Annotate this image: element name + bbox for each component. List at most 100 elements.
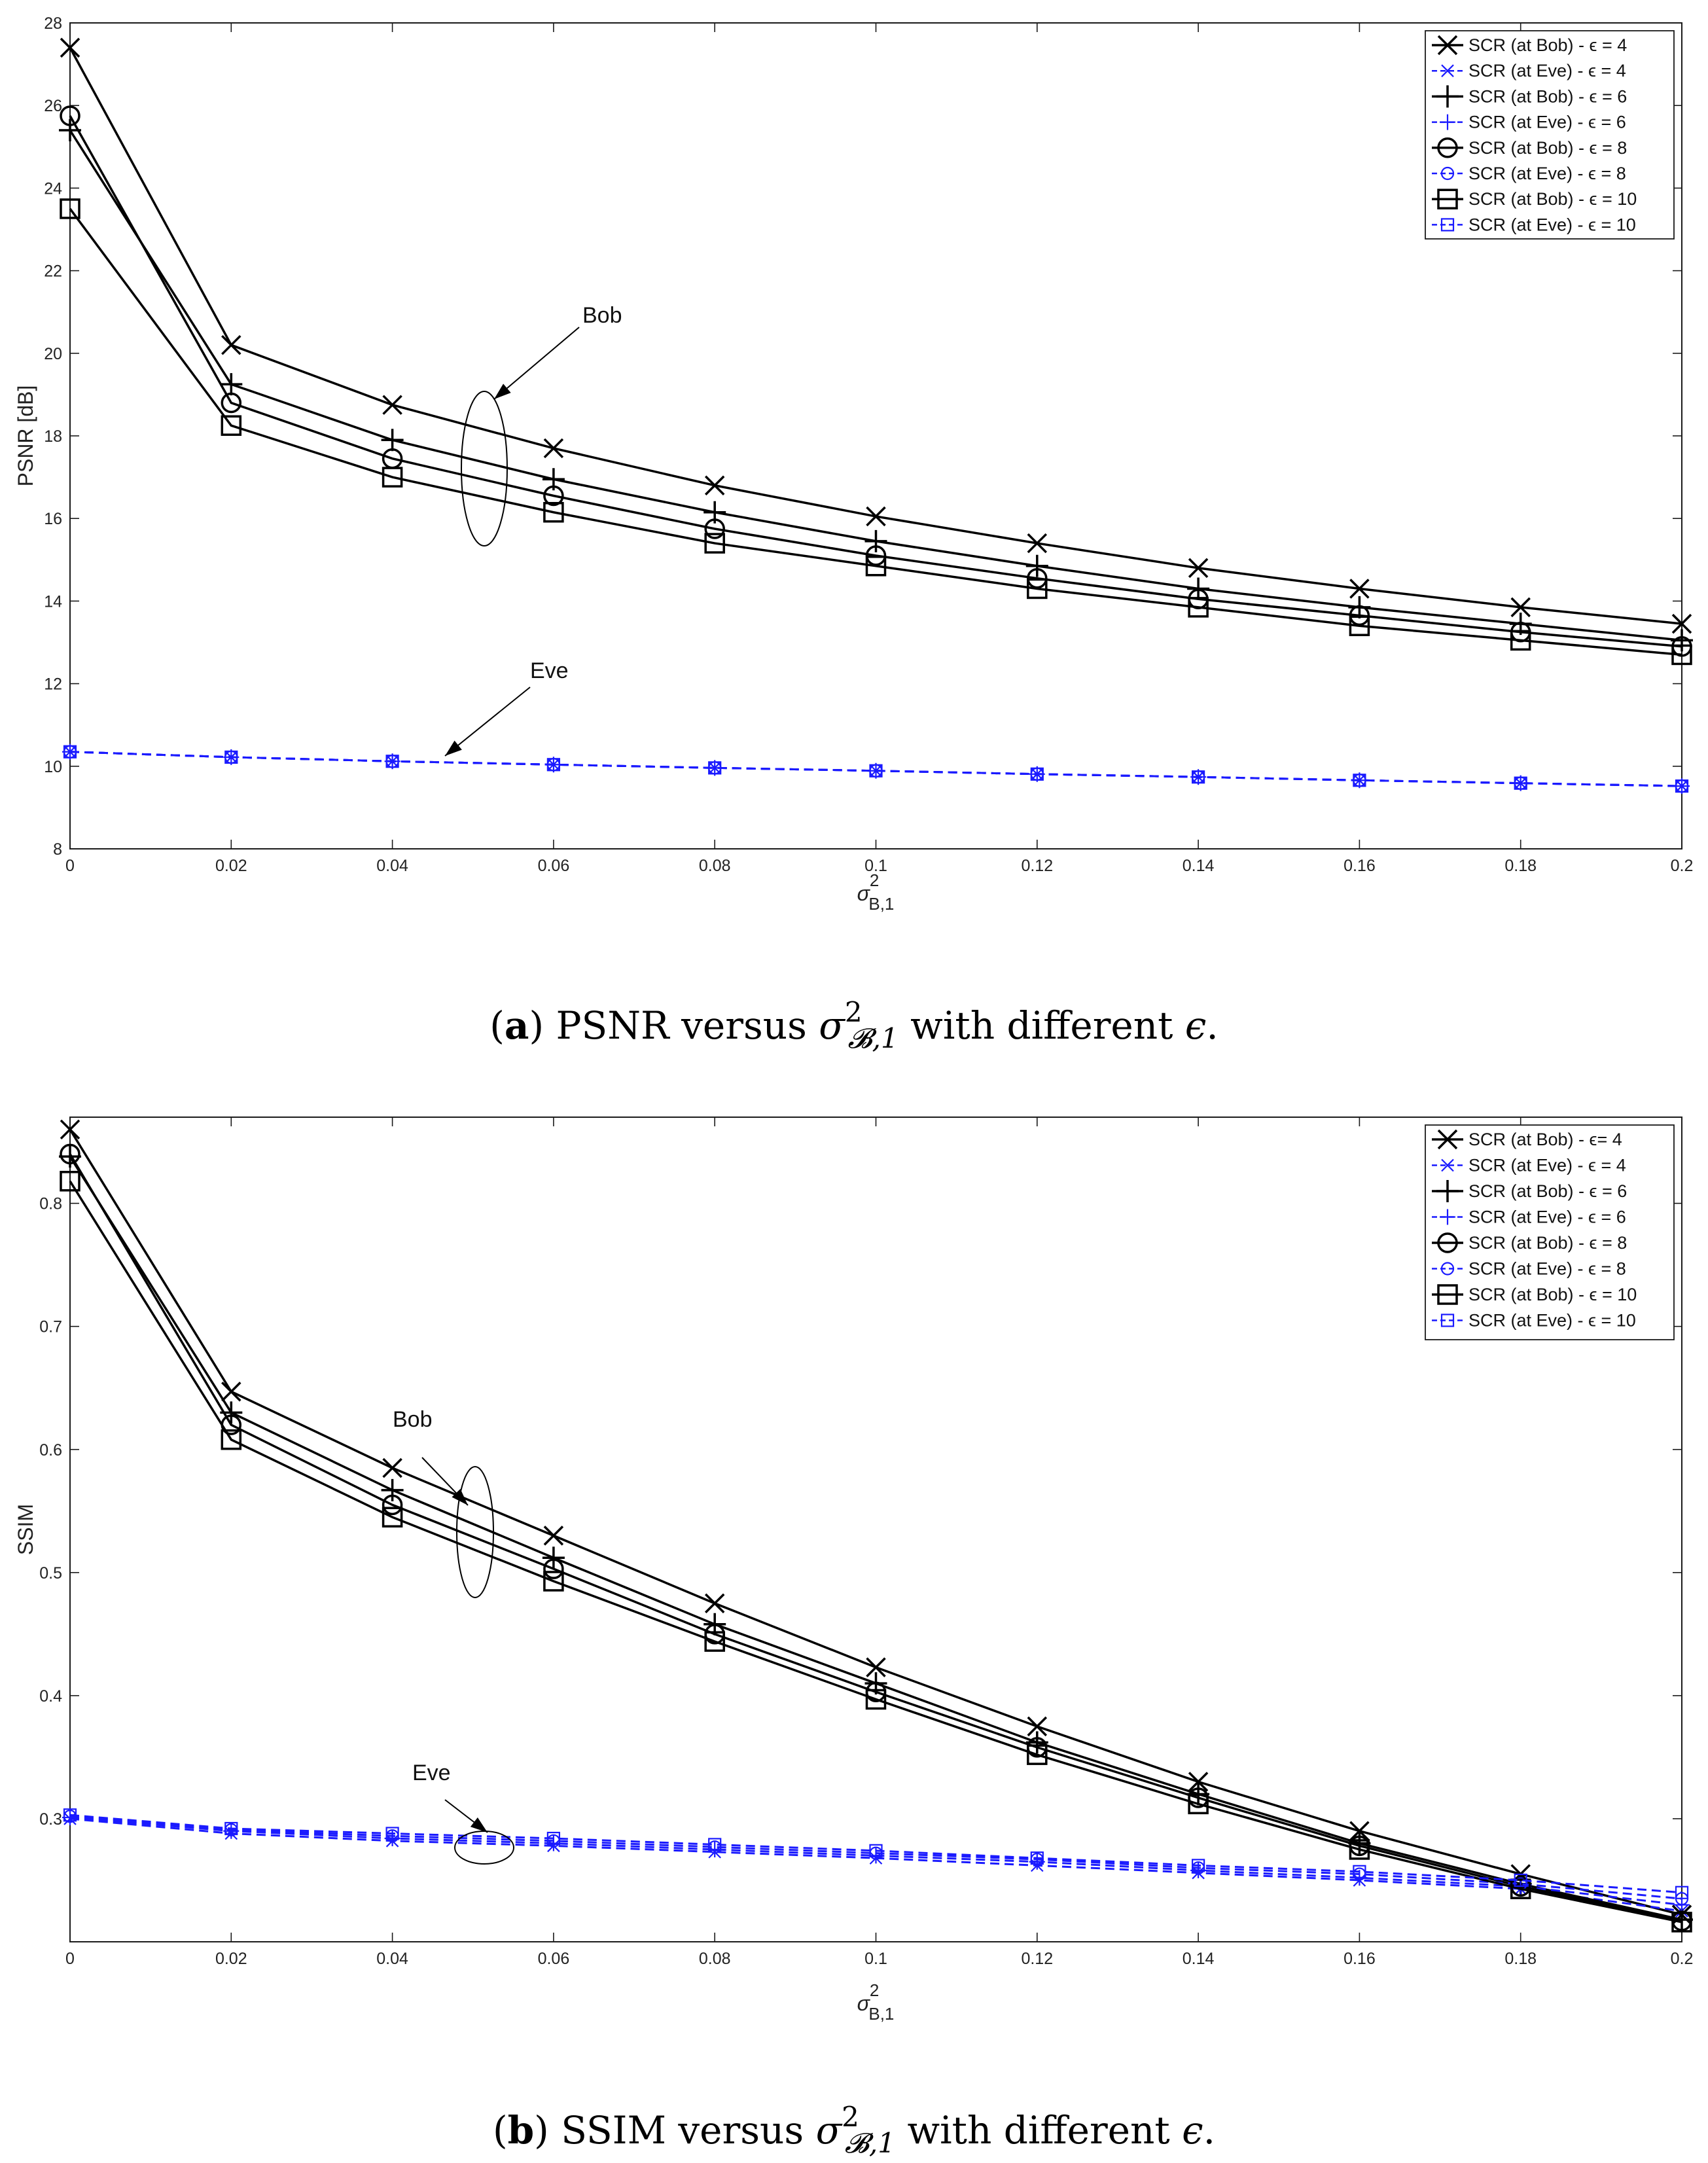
data-point: [1030, 1851, 1044, 1865]
legend-marker: [1437, 137, 1458, 158]
data-point: [704, 475, 725, 495]
data-point: [221, 334, 241, 355]
x-tick-label: 0.16: [1343, 1950, 1376, 1968]
y-axis-label: SSIM: [14, 1504, 37, 1555]
legend-entry: SCR (at Bob) - ϵ = 6: [1468, 86, 1627, 106]
y-axis-label: PSNR [dB]: [14, 385, 37, 487]
legend-entry: SCR (at Eve) - ϵ = 8: [1468, 164, 1626, 183]
data-point: [1188, 558, 1209, 579]
x-tick-label: 0.02: [215, 1950, 247, 1968]
data-point: [1187, 577, 1210, 600]
legend-entry: SCR (at Bob) - ϵ = 8: [1468, 138, 1627, 158]
y-tick-label: 0.3: [39, 1810, 62, 1829]
x-tick-label: 0.08: [699, 857, 731, 875]
x-tick-label: 0.06: [538, 1950, 570, 1968]
legend-marker: [1440, 1209, 1455, 1225]
legend-marker: [1437, 1129, 1458, 1150]
series-line: [69, 1153, 1682, 1922]
bob-annotation: Bob: [393, 1407, 433, 1432]
data-point: [866, 1657, 886, 1677]
legend-marker: [1437, 188, 1458, 209]
legend-entry: SCR (at Eve) - ϵ = 6: [1468, 1207, 1626, 1227]
series-line: [69, 1815, 1682, 1900]
y-tick-label: 24: [44, 179, 62, 198]
data-point: [221, 392, 242, 414]
x-tick-label: 0.12: [1021, 857, 1053, 875]
data-point: [221, 415, 242, 436]
legend-box: [1425, 1124, 1675, 1340]
bob-arrow-head: [494, 384, 511, 399]
legend: SCR (at Bob) - ϵ = 4 SCR (at Eve) - ϵ = 4…: [1425, 30, 1675, 240]
data-point: [1514, 1873, 1527, 1887]
series-7: [60, 1171, 1692, 1933]
data-point: [385, 1827, 399, 1840]
data-point: [1027, 578, 1048, 599]
legend-marker: [1440, 166, 1455, 181]
data-point: [221, 1382, 241, 1402]
series-8: [63, 1808, 1689, 1899]
legend-marker: [1436, 85, 1459, 108]
legend-marker: [1436, 1180, 1459, 1202]
data-point: [60, 198, 80, 219]
data-point: [543, 1558, 564, 1579]
x-tick-label: 0: [65, 1950, 75, 1968]
x-tick-label: 0.1: [864, 857, 887, 875]
y-tick-label: 28: [44, 14, 62, 33]
data-point: [224, 1821, 238, 1836]
x-tick-label: 0.14: [1183, 857, 1215, 875]
data-point: [63, 745, 77, 759]
series-line: [69, 1814, 1682, 1894]
legend-entry: SCR (at Eve) - ϵ = 6: [1468, 113, 1626, 132]
data-point: [381, 429, 404, 452]
data-point: [220, 373, 243, 396]
series-line: [69, 207, 1682, 656]
data-point: [704, 518, 725, 539]
legend-entry: SCR (at Eve) - ϵ = 8: [1468, 1259, 1626, 1279]
data-point: [543, 1571, 564, 1592]
y-tick-label: 0.6: [39, 1441, 62, 1459]
series-line: [69, 1180, 1682, 1923]
y-tick-label: 18: [44, 427, 62, 446]
y-tick-label: 14: [44, 592, 62, 611]
data-point: [1027, 567, 1048, 589]
series-line: [69, 751, 1682, 787]
x-tick-label: 0.16: [1343, 857, 1376, 875]
y-tick-label: 0.8: [39, 1195, 62, 1213]
x-axis-label: σ2 B,1: [857, 870, 895, 914]
y-tick-label: 16: [44, 510, 62, 528]
legend-marker: [1440, 218, 1455, 232]
data-point: [1025, 554, 1048, 577]
legend-entry: SCR (at Eve) - ϵ = 10: [1468, 215, 1636, 234]
y-tick-label: 26: [44, 97, 62, 115]
data-point: [1191, 770, 1205, 784]
x-tick-label: 0.06: [538, 857, 570, 875]
legend-entry: SCR (at Eve) - ϵ = 4: [1468, 61, 1626, 80]
bob-arrow-head: [452, 1489, 468, 1505]
data-point: [60, 105, 80, 126]
data-point: [543, 501, 564, 523]
data-point: [543, 485, 564, 507]
data-point: [1349, 605, 1370, 626]
legend-entry: SCR (at Bob) - ϵ = 4: [1468, 35, 1627, 55]
legend-entry: SCR (at Bob) - ϵ = 10: [1468, 189, 1637, 209]
y-tick-label: 0.4: [39, 1687, 62, 1706]
x-tick-label: 0.2: [1671, 1950, 1694, 1968]
legend-marker: [1437, 1284, 1458, 1305]
data-point: [60, 1171, 80, 1192]
y-tick-label: 0.5: [39, 1564, 62, 1582]
data-point: [546, 758, 561, 772]
data-point: [385, 755, 399, 768]
bob-annotation: Bob: [582, 303, 622, 328]
legend-entry: SCR (at Bob) - ϵ= 4: [1468, 1130, 1622, 1149]
x-tick-label: 0.18: [1504, 857, 1537, 875]
annotations: Bob Eve: [444, 303, 622, 757]
data-point: [1353, 1865, 1366, 1878]
legend-marker: [1440, 1262, 1455, 1276]
data-point: [224, 750, 238, 764]
y-tick-label: 10: [44, 758, 62, 776]
data-point: [1188, 597, 1209, 618]
data-point: [382, 467, 403, 488]
data-point: [546, 1831, 561, 1846]
chart-panel-b: 0 0.02 0.04 0.06 0.08 0.1 0.12 0.14 0.16 0.18 0.2 0…: [14, 1117, 1693, 2159]
